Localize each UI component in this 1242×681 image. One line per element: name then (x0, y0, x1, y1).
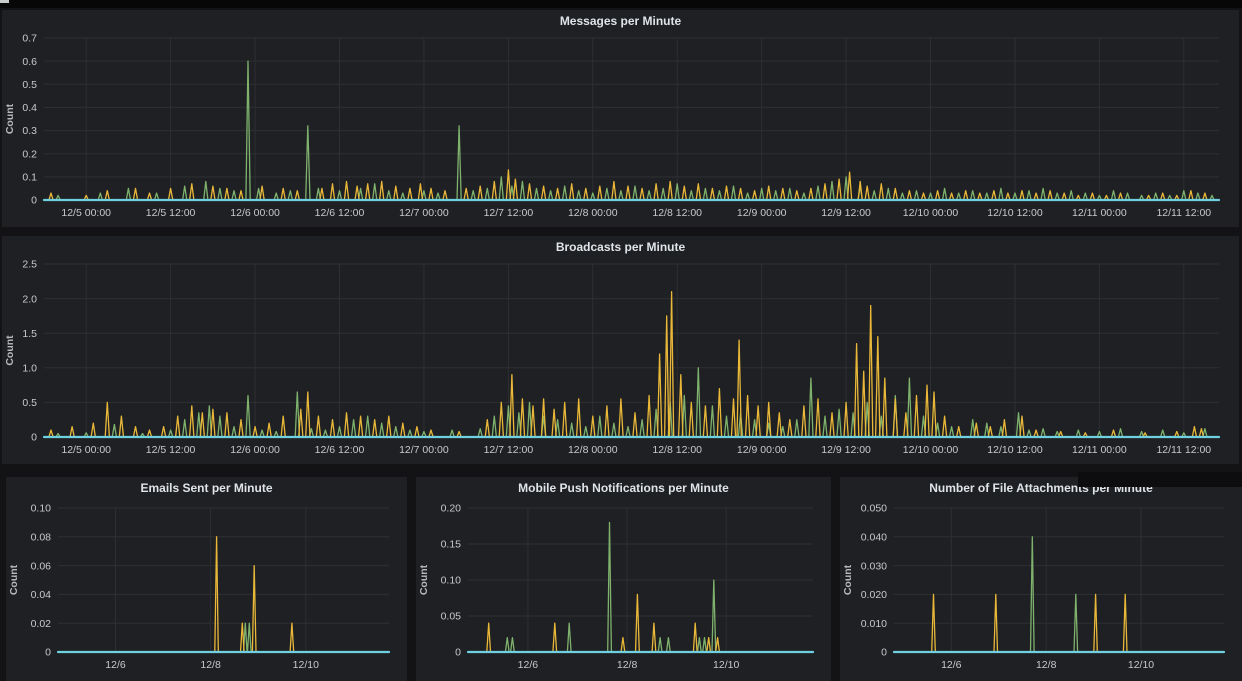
x-tick-label: 12/8 00:00 (568, 207, 618, 219)
x-tick-label: 12/10 (293, 659, 319, 671)
y-tick-label: 0.020 (861, 589, 887, 601)
panel-title-push-notifications[interactable]: Mobile Push Notifications per Minute (518, 481, 729, 495)
panel-push-notifications: Mobile Push Notifications per Minute 0.2… (416, 477, 831, 681)
x-tick-label: 12/6 (941, 659, 962, 671)
x-tick-label: 12/6 (105, 659, 126, 671)
y-tick-label: 0.5 (22, 79, 37, 91)
x-tick-label: 12/5 12:00 (146, 444, 196, 456)
panel-messages: Messages per Minute 0.7 0.6 0.5 0.4 0.3 0.2 0.… (2, 10, 1239, 227)
top-bar (0, 0, 1242, 8)
y-tick-label: 0.20 (441, 503, 462, 515)
y-axis-label: Count (8, 564, 20, 595)
y-tick-label: 0.030 (861, 560, 887, 572)
x-tick-label: 12/10 00:00 (903, 444, 959, 456)
y-tick-label: 0.7 (22, 33, 37, 45)
x-tick-label: 12/8 12:00 (652, 207, 702, 219)
x-tick-label: 12/10 (1128, 659, 1154, 671)
y-axis-label: Count (418, 564, 430, 595)
corner-sliver (0, 0, 9, 3)
y-tick-label: 0.040 (861, 531, 887, 543)
x-tick-label: 12/8 (200, 659, 221, 671)
x-tick-label: 12/5 12:00 (146, 207, 196, 219)
x-tick-label: 12/11 12:00 (1156, 207, 1211, 219)
panel-file-attachments: Number of File Attachments per Minute 0.… (840, 477, 1242, 681)
y-tick-label: 0.2 (22, 148, 37, 160)
series-line-push-green (468, 521, 813, 653)
y-tick-label: 0.04 (31, 589, 52, 601)
panel-title-emails[interactable]: Emails Sent per Minute (140, 481, 273, 495)
x-tick-label: 12/9 00:00 (737, 207, 787, 219)
x-tick-label: 12/9 12:00 (821, 207, 871, 219)
x-tick-label: 12/10 00:00 (903, 207, 959, 219)
y-tick-label: 0.02 (31, 618, 52, 630)
x-tick-label: 12/8 (617, 659, 638, 671)
chart-messages: 0.7 0.6 0.5 0.4 0.3 0.2 0.1 0 12/5 00:00 12/5 12:… (4, 33, 1221, 219)
y-tick-label: 0.050 (861, 503, 887, 515)
y-tick-label: 0.6 (22, 56, 37, 68)
y-tick-label: 0.06 (31, 560, 52, 572)
x-tick-label: 12/8 12:00 (652, 444, 702, 456)
chart-push-notifications: 0.20 0.15 0.10 0.05 0 12/6 12/8 12/10 Count (418, 503, 815, 671)
y-tick-label: 0 (45, 647, 51, 659)
y-tick-label: 0.08 (31, 531, 52, 543)
y-tick-label: 0 (31, 432, 37, 444)
panel-title-messages[interactable]: Messages per Minute (559, 14, 682, 28)
x-tick-label: 12/11 00:00 (1072, 444, 1127, 456)
x-tick-label: 12/7 12:00 (484, 207, 534, 219)
panel-title-broadcasts[interactable]: Broadcasts per Minute (555, 240, 686, 254)
x-tick-label: 12/6 12:00 (315, 444, 365, 456)
series-line-broadcasts-yellow (44, 291, 1219, 438)
y-axis-label: Count (4, 103, 16, 134)
chart-emails: 0.10 0.08 0.06 0.04 0.02 0 12/6 12/8 12/10 Count (8, 503, 391, 671)
x-tick-label: 12/6 (518, 659, 539, 671)
y-tick-label: 0.3 (22, 125, 37, 137)
x-tick-label: 12/5 00:00 (61, 444, 111, 456)
x-tick-label: 12/5 00:00 (61, 207, 111, 219)
y-axis-label: Count (842, 564, 854, 595)
y-tick-label: 0.15 (441, 539, 462, 551)
x-tick-label: 12/7 00:00 (399, 444, 449, 456)
y-tick-label: 2.0 (22, 293, 37, 305)
series-line-messages-yellow (44, 169, 1219, 201)
y-tick-label: 1.5 (22, 328, 37, 340)
y-axis-label: Count (4, 335, 16, 366)
series-line-push-yellow (468, 593, 813, 653)
panel-emails: Emails Sent per Minute 0.10 0.08 0.06 0.04 0… (6, 477, 407, 681)
y-tick-label: 0.5 (22, 397, 37, 409)
y-tick-label: 2.5 (22, 259, 37, 271)
x-tick-label: 12/9 12:00 (821, 444, 871, 456)
x-tick-label: 12/8 00:00 (568, 444, 618, 456)
x-tick-label: 12/7 00:00 (399, 207, 449, 219)
series-line-emails-green (58, 622, 389, 653)
dark-strip (1078, 472, 1242, 487)
x-tick-label: 12/11 12:00 (1156, 444, 1211, 456)
x-tick-label: 12/6 00:00 (230, 444, 280, 456)
x-tick-label: 12/10 12:00 (987, 207, 1043, 219)
y-tick-label: 0.1 (22, 172, 37, 184)
panel-broadcasts: Broadcasts per Minute 2.5 2.0 1.5 1.0 0.5 0 12… (2, 236, 1239, 464)
x-tick-label: 12/8 (1036, 659, 1057, 671)
x-tick-label: 12/6 00:00 (230, 207, 280, 219)
y-tick-label: 0.10 (441, 575, 462, 587)
chart-broadcasts: 2.5 2.0 1.5 1.0 0.5 0 12/5 00:00 12/5 12:00 12/6… (4, 259, 1221, 456)
x-tick-label: 12/10 12:00 (987, 444, 1043, 456)
y-tick-label: 0.010 (861, 618, 887, 630)
x-tick-label: 12/7 12:00 (484, 444, 534, 456)
y-tick-label: 0 (31, 195, 37, 207)
x-tick-label: 12/6 12:00 (315, 207, 365, 219)
y-tick-label: 1.0 (22, 362, 37, 374)
x-tick-label: 12/11 00:00 (1072, 207, 1127, 219)
x-tick-label: 12/9 00:00 (737, 444, 787, 456)
y-tick-label: 0 (455, 647, 461, 659)
chart-file-attachments: 0.050 0.040 0.030 0.020 0.010 0 12/6 12/8 12/10 C… (842, 503, 1226, 671)
y-tick-label: 0.05 (441, 611, 462, 623)
y-tick-label: 0 (881, 647, 887, 659)
y-tick-label: 0.4 (22, 102, 37, 114)
y-tick-label: 0.10 (31, 503, 52, 515)
x-tick-label: 12/10 (713, 659, 739, 671)
